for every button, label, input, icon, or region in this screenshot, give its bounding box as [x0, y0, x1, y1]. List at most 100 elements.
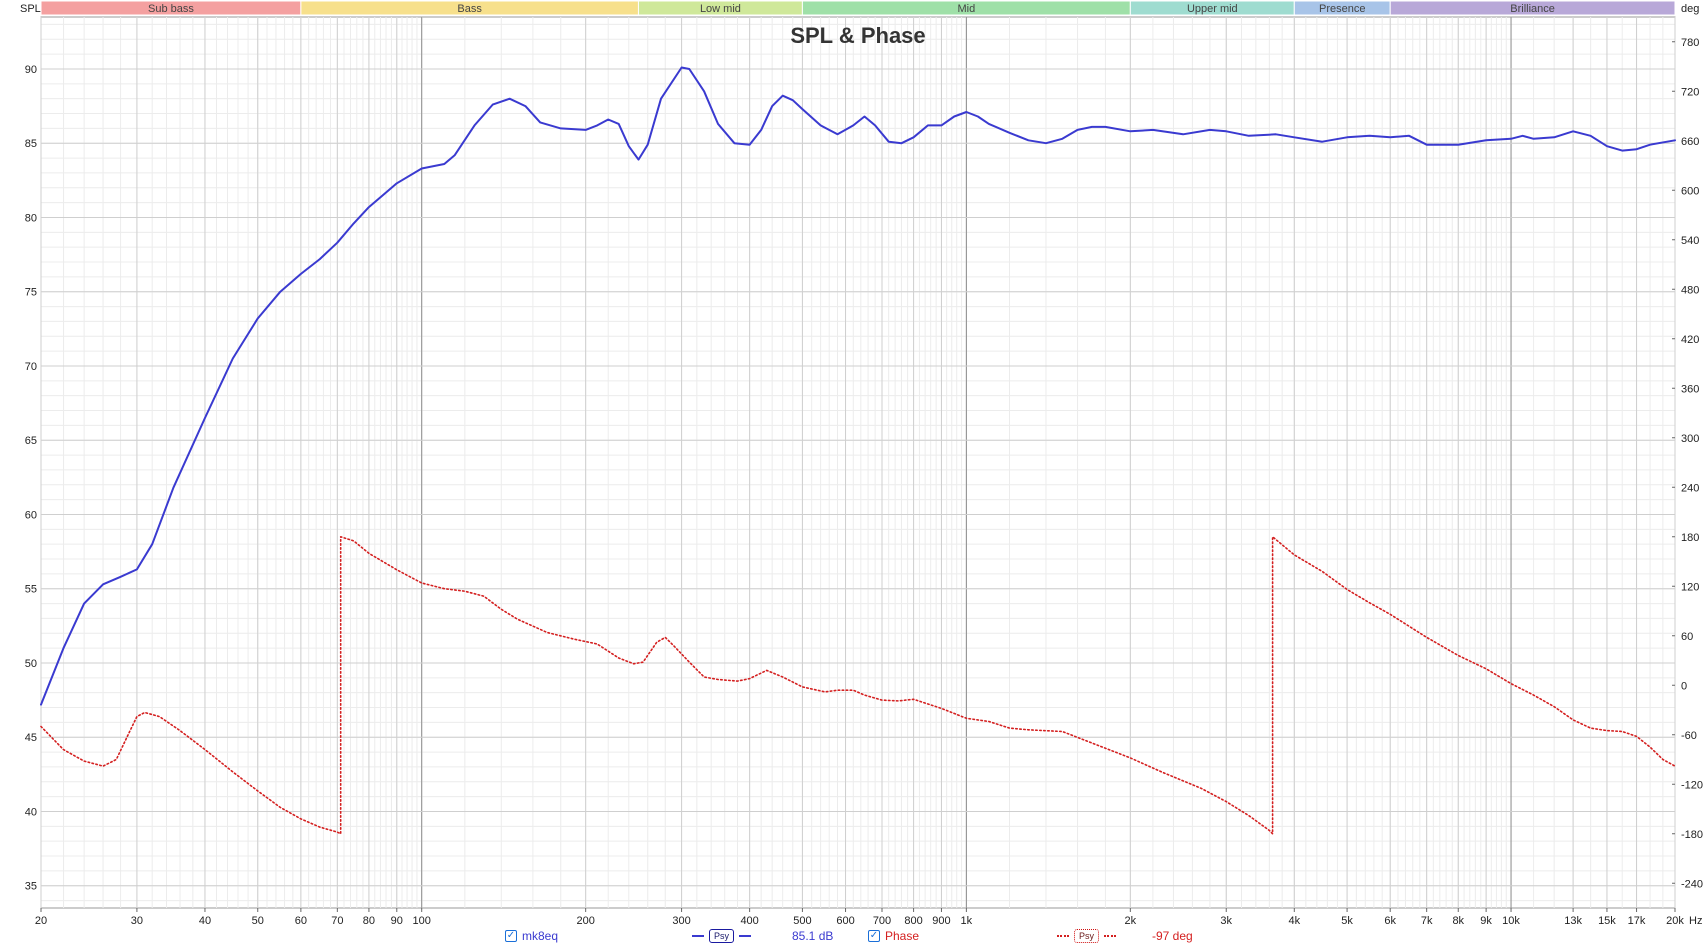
x-tick-label: 4k — [1288, 915, 1300, 927]
series — [40, 66, 1676, 835]
x-tick-label: 20k — [1666, 915, 1684, 927]
x-tick-label: 6k — [1384, 915, 1396, 927]
phase-readout-value: -97 deg — [1152, 929, 1193, 943]
series-line-mk8eq — [40, 66, 1676, 706]
x-tick-label: 700 — [873, 915, 891, 927]
checkbox-icon[interactable]: ✓ — [868, 930, 880, 942]
x-tick-label: 20 — [35, 915, 47, 927]
x-tick-label: 7k — [1421, 915, 1433, 927]
x-tick-label: 200 — [576, 915, 594, 927]
band-label: Mid — [958, 3, 976, 15]
x-tick-label: 80 — [363, 915, 375, 927]
y-left-tick-label: 45 — [25, 732, 37, 744]
x-tick-label: 400 — [740, 915, 758, 927]
band-label: Brilliance — [1510, 3, 1555, 15]
y-right-tick-label: 180 — [1681, 532, 1699, 544]
y-right-tick-label: 720 — [1681, 86, 1699, 98]
y-left-tick-label: 35 — [25, 881, 37, 893]
band-label: Presence — [1319, 3, 1365, 15]
legend-spl-toggle[interactable]: ✓ mk8eq — [505, 929, 558, 943]
y-left-tick-label: 55 — [25, 584, 37, 596]
chart-title: SPL & Phase — [790, 23, 925, 48]
y-left-tick-label: 40 — [25, 806, 37, 818]
x-tick-label: 70 — [331, 915, 343, 927]
y-right-tick-label: 480 — [1681, 284, 1699, 296]
legend-phase-name: Phase — [885, 929, 920, 943]
y-left-tick-label: 90 — [25, 64, 37, 76]
x-tick-label: 30 — [131, 915, 143, 927]
x-tick-label: 9k — [1480, 915, 1492, 927]
line-swatch-icon — [1104, 935, 1117, 937]
x-tick-label: 2k — [1125, 915, 1137, 927]
x-tick-label: 900 — [932, 915, 950, 927]
y-right-tick-label: -60 — [1681, 730, 1697, 742]
y-right-tick-label: -240 — [1681, 878, 1703, 890]
axes: 20 30 40 50 60 70 80 90 100 200 300 400 500 600 700 800… — [25, 37, 1703, 927]
y-left-tick-label: 60 — [25, 509, 37, 521]
y-right-tick-label: -180 — [1681, 829, 1703, 841]
x-tick-label: 50 — [252, 915, 264, 927]
x-tick-label: 1k — [961, 915, 973, 927]
spl-readout-value: 85.1 dB — [792, 929, 834, 943]
legend-phase-readout: -97 deg — [1152, 929, 1193, 943]
band-segment — [1389, 0, 1676, 16]
frequency-bands: Sub bass Bass Low mid Mid Upper mid Presence B… — [40, 0, 1676, 16]
x-tick-label: 800 — [904, 915, 922, 927]
x-tick-label: 17k — [1628, 915, 1646, 927]
y-left-tick-label: 85 — [25, 138, 37, 150]
y-left-tick-label: 75 — [25, 287, 37, 299]
line-swatch-icon — [1057, 935, 1069, 937]
x-tick-label: 3k — [1220, 915, 1232, 927]
y-left-tick-label: 70 — [25, 361, 37, 373]
y-right-tick-label: 660 — [1681, 136, 1699, 148]
y-right-tick-label: 600 — [1681, 185, 1699, 197]
band-label: Bass — [457, 3, 482, 15]
y-right-tick-label: 540 — [1681, 235, 1699, 247]
plot-area — [40, 16, 1676, 909]
line-swatch-icon — [739, 935, 752, 937]
x-tick-label: 60 — [295, 915, 307, 927]
band-label: Upper mid — [1187, 3, 1238, 15]
x-tick-label: 300 — [672, 915, 690, 927]
x-tick-label: 5k — [1341, 915, 1353, 927]
y-right-tick-label: 300 — [1681, 433, 1699, 445]
x-tick-label: 10k — [1502, 915, 1520, 927]
y-right-tick-label: 780 — [1681, 37, 1699, 49]
x-tick-label: 500 — [793, 915, 811, 927]
y-right-tick-label: 120 — [1681, 581, 1699, 593]
legend-spl-readout: 85.1 dB — [792, 929, 833, 943]
x-unit-label: Hz — [1689, 915, 1702, 927]
psy-badge[interactable]: Psy — [709, 929, 735, 943]
legend-spl-name: mk8eq — [522, 929, 559, 943]
line-swatch-icon — [692, 935, 704, 937]
y-left-tick-label: 80 — [25, 212, 37, 224]
legend-phase-toggle[interactable]: ✓ Phase — [868, 929, 919, 943]
y-right-tick-label: 240 — [1681, 482, 1699, 494]
y-right-tick-label: 420 — [1681, 334, 1699, 346]
checkbox-icon[interactable]: ✓ — [505, 930, 517, 942]
x-tick-label: 13k — [1564, 915, 1582, 927]
x-tick-label: 8k — [1452, 915, 1464, 927]
x-tick-label: 600 — [836, 915, 854, 927]
y-right-tick-label: -120 — [1681, 779, 1703, 791]
y-left-tick-label: 65 — [25, 435, 37, 447]
y-right-tick-label: 60 — [1681, 631, 1693, 643]
y-left-tick-label: 50 — [25, 658, 37, 670]
legend-bar: ✓ mk8eq Psy 85.1 dB ✓ Phase Psy -97 deg — [0, 928, 1708, 945]
legend-spl-swatch[interactable]: Psy — [692, 929, 752, 943]
y-right-tick-label: 360 — [1681, 383, 1699, 395]
grid — [40, 17, 1676, 908]
band-label: Sub bass — [148, 3, 194, 15]
x-tick-label: 15k — [1598, 915, 1616, 927]
y-left-axis-label: SPL — [20, 3, 41, 15]
y-right-tick-label: 0 — [1681, 680, 1687, 692]
x-tick-label: 40 — [199, 915, 211, 927]
series-line-phase — [40, 536, 1676, 835]
band-label: Low mid — [700, 3, 741, 15]
x-tick-label: 100 — [413, 915, 431, 927]
y-right-axis-label: deg — [1681, 3, 1699, 15]
x-tick-label: 90 — [391, 915, 403, 927]
legend-phase-swatch[interactable]: Psy — [1057, 929, 1117, 943]
psy-badge[interactable]: Psy — [1074, 929, 1100, 943]
